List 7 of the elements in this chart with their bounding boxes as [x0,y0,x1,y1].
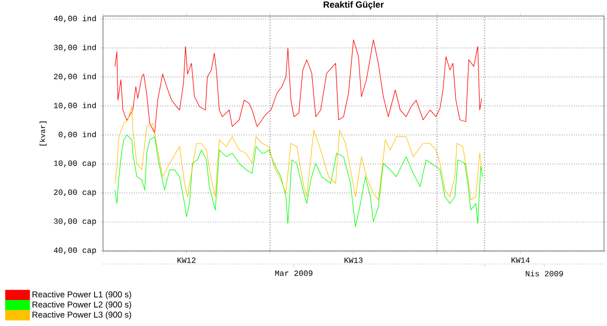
line-series [114,106,482,200]
legend-label: Reactive Power L3 (900 s) [32,311,132,320]
legend-label: Reactive Power L2 (900 s) [32,301,132,310]
line-series [114,39,482,134]
chart-title: Reaktif Güçler [324,1,384,10]
line-series [114,134,484,227]
legend-label: Reactive Power L1 (900 s) [32,291,132,300]
